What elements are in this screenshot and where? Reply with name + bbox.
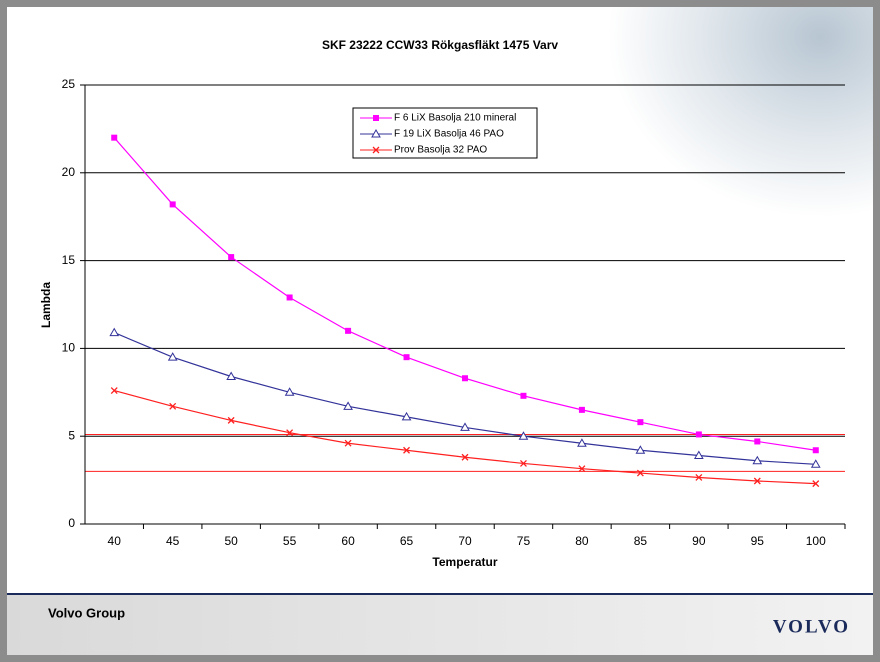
footer-company: Volvo Group	[48, 605, 125, 620]
legend-marker	[371, 128, 381, 138]
x-tick-label: 80	[575, 534, 589, 548]
marker	[167, 352, 178, 361]
plot: 0 5 10 15 20 25 40 45 50 55 60 65 70 75 80 85 90 95 100 F 6…	[62, 77, 846, 548]
marker	[461, 453, 469, 461]
background-image	[520, 7, 873, 307]
x-tick-label: 65	[400, 534, 414, 548]
legend-label: F 19 LiX Basolja 46 PAO	[394, 129, 504, 140]
marker	[693, 450, 704, 460]
marker	[286, 294, 293, 301]
marker	[226, 371, 237, 380]
marker	[518, 431, 529, 440]
marker	[284, 387, 295, 396]
x-tick-label: 90	[692, 534, 706, 548]
marker	[110, 387, 118, 395]
marker	[812, 480, 820, 488]
marker	[228, 254, 235, 261]
legend-label: F 6 LiX Basolja 210 mineral	[394, 113, 516, 124]
x-tick-label: 75	[517, 534, 531, 548]
x-tick-label: 95	[751, 534, 765, 548]
y-tick-label: 20	[62, 165, 76, 179]
marker	[169, 402, 177, 410]
marker	[403, 354, 410, 361]
footer-band	[7, 594, 873, 655]
marker	[578, 406, 585, 413]
y-axis-title: Lambda	[39, 282, 53, 328]
marker	[695, 431, 702, 438]
marker	[343, 401, 353, 410]
marker	[695, 474, 703, 481]
x-tick-label: 40	[108, 534, 122, 548]
marker	[460, 422, 470, 431]
marker	[578, 465, 586, 473]
marker	[754, 438, 761, 445]
x-tick-label: 45	[166, 534, 180, 548]
marker	[169, 201, 176, 208]
x-tick-label: 100	[806, 534, 826, 548]
x-tick-label: 85	[634, 534, 648, 548]
y-tick-label: 0	[68, 516, 75, 530]
marker	[636, 469, 644, 477]
y-tick-label: 10	[62, 341, 76, 355]
marker	[345, 327, 352, 334]
x-tick-label: 55	[283, 534, 297, 548]
marker	[520, 459, 527, 467]
legend-marker	[373, 115, 379, 121]
marker	[403, 446, 410, 454]
chart-title: SKF 23222 CCW33 Rökgasfläkt 1475 Varv	[322, 38, 558, 52]
marker	[286, 429, 294, 437]
marker	[577, 438, 587, 447]
marker	[462, 375, 468, 382]
marker	[635, 445, 646, 454]
y-tick-label: 5	[68, 428, 75, 442]
y-tick-label: 15	[62, 253, 76, 267]
x-axis-title: Temperatur	[432, 555, 497, 569]
y-tick-label: 25	[62, 77, 76, 91]
marker	[401, 411, 412, 421]
marker	[637, 419, 644, 426]
marker	[227, 416, 235, 424]
marker	[111, 134, 118, 141]
marker	[812, 447, 819, 454]
footer-logo: VOLVO	[773, 616, 850, 637]
marker	[810, 459, 821, 468]
x-tick-label: 50	[224, 534, 238, 548]
marker	[344, 439, 352, 447]
legend-marker	[372, 146, 380, 154]
x-tick-label: 70	[458, 534, 472, 548]
marker	[520, 392, 527, 399]
marker	[109, 327, 120, 337]
marker	[753, 477, 761, 485]
marker	[752, 455, 763, 465]
x-tick-label: 60	[341, 534, 355, 548]
legend-label: Prov Basolja 32 PAO	[394, 145, 487, 156]
